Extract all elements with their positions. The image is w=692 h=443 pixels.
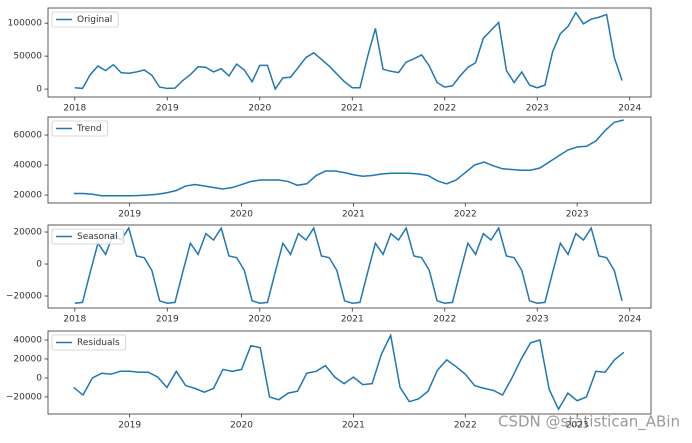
y-tick-label: 20000 [13, 354, 42, 364]
x-tick-label: 2020 [248, 104, 271, 114]
x-tick-label: 2020 [230, 421, 253, 431]
axes-frame [47, 224, 652, 309]
y-tick-label: 40000 [13, 336, 42, 346]
x-tick-label: 2023 [566, 421, 589, 431]
x-tick-label: 2019 [156, 315, 179, 325]
x-tick-label: 2021 [342, 421, 365, 431]
line [74, 226, 623, 304]
y-tick-label: 0 [36, 260, 42, 270]
x-tick-label: 2022 [454, 210, 477, 220]
x-tick-label: 2024 [618, 104, 641, 114]
line [73, 119, 624, 197]
x-tick-label: 2021 [342, 210, 365, 220]
axes-frame [47, 330, 652, 415]
legend-box [51, 228, 125, 245]
x-tick-label: 2022 [454, 421, 477, 431]
watermark: CSDN @statistican_ABin [498, 413, 680, 432]
x-tick-label: 2024 [618, 315, 641, 325]
y-tick-label: 20000 [13, 191, 42, 201]
y-tick-label: −20000 [6, 392, 42, 402]
x-tick-label: 2021 [341, 315, 364, 325]
legend-label: Original [77, 15, 112, 25]
y-tick-label: 60000 [13, 131, 42, 141]
x-tick-label: 2018 [63, 104, 86, 114]
x-tick-label: 2023 [526, 315, 549, 325]
y-tick-label: −20000 [6, 292, 42, 302]
y-tick-label: 50000 [13, 52, 42, 62]
y-tick-label: 0 [36, 373, 42, 383]
y-tick-label: 0 [36, 85, 42, 95]
x-tick-label: 2020 [248, 315, 271, 325]
y-tick-label: 100000 [8, 19, 43, 29]
legend-label: Seasonal [77, 232, 118, 242]
x-tick-label: 2023 [526, 104, 549, 114]
line [74, 11, 623, 91]
x-tick-label: 2019 [156, 104, 179, 114]
x-tick-label: 2020 [230, 210, 253, 220]
legend-box [51, 120, 109, 137]
axes-frame [47, 116, 652, 204]
legend-box [51, 11, 119, 28]
x-tick-label: 2019 [118, 210, 141, 220]
legend-box [51, 334, 127, 351]
x-tick-label: 2022 [433, 315, 456, 325]
x-tick-label: 2019 [118, 421, 141, 431]
line [73, 332, 625, 411]
legend-label: Trend [76, 124, 102, 134]
axes-frame [47, 7, 652, 98]
y-tick-label: 40000 [13, 161, 42, 171]
y-tick-label: 20000 [13, 228, 42, 238]
x-tick-label: 2022 [433, 104, 456, 114]
x-tick-label: 2021 [341, 104, 364, 114]
legend-label: Residuals [77, 338, 120, 348]
x-tick-label: 2018 [63, 315, 86, 325]
x-tick-label: 2023 [566, 210, 589, 220]
